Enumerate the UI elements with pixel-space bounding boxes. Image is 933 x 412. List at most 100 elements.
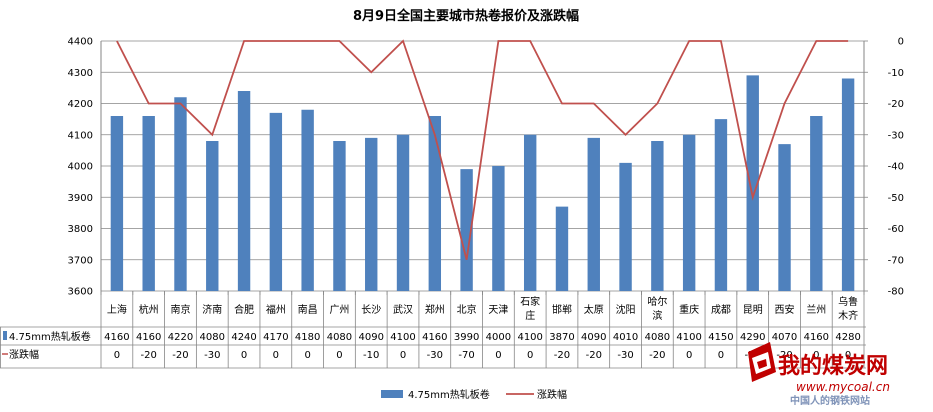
legend-bar-key: [381, 390, 403, 398]
right-axis-ticks: -80-70-60-50-40-30-20-100: [888, 37, 904, 298]
right-tick-label: -30: [888, 130, 904, 141]
bar: [142, 116, 154, 291]
bar: [333, 141, 345, 291]
table-cell-change: 0: [400, 350, 406, 361]
bar: [778, 144, 790, 291]
category-label: 哈尔: [647, 295, 667, 308]
right-tick-label: -50: [888, 193, 904, 204]
bar: [111, 116, 123, 291]
left-tick-label: 4300: [68, 68, 93, 79]
category-label: 昆明: [743, 304, 763, 316]
table-cell-change: -20: [172, 350, 188, 361]
line-path: [117, 41, 848, 260]
table-cell-change: -30: [617, 350, 633, 361]
legend-bar-label: 4.75mm热轧板卷: [408, 388, 490, 401]
bar: [238, 91, 250, 291]
table-cell-price: 4220: [168, 332, 193, 343]
left-tick-label: 3700: [68, 255, 93, 266]
left-tick-label: 3800: [68, 224, 93, 235]
coal-logo-icon: [748, 342, 776, 382]
table-cell-price: 4090: [581, 332, 606, 343]
bar: [619, 163, 631, 291]
category-label: 福州: [266, 303, 286, 316]
left-tick-label: 4000: [68, 162, 93, 173]
category-label: 杭州: [139, 303, 159, 316]
category-label: 太原: [584, 303, 604, 316]
category-label: 济南: [202, 303, 222, 316]
table-cell-price: 4240: [231, 332, 256, 343]
table-cell-price: 4070: [772, 332, 797, 343]
legend-line-label: 涨跌幅: [537, 388, 567, 401]
bar: [651, 141, 663, 291]
bar: [301, 110, 313, 291]
bar: [588, 138, 600, 291]
table-row-label-line: 涨跌幅: [9, 348, 39, 361]
category-label: 长沙: [361, 304, 381, 316]
category-label: 石家: [520, 295, 540, 308]
category-label: 沈阳: [616, 303, 636, 316]
table-cell-change: 0: [686, 350, 692, 361]
table-cell-change: 0: [273, 350, 279, 361]
category-label: 北京: [457, 303, 477, 316]
table-cell-change: -20: [649, 350, 665, 361]
bar: [397, 135, 409, 291]
table-cell-change: -30: [204, 350, 220, 361]
table-row-label-bar: 4.75mm热轧板卷: [9, 330, 91, 343]
table-cell-price: 4180: [295, 332, 320, 343]
watermark-title: 我的煤炭网: [778, 353, 888, 379]
table-cell-change: -20: [586, 350, 602, 361]
table-cell-price: 4090: [359, 332, 384, 343]
bar: [365, 138, 377, 291]
watermark-url: www.mycoal.cn: [796, 380, 890, 394]
category-label: 武汉: [393, 303, 413, 316]
table-cell-change: -70: [458, 350, 474, 361]
table-cell-price: 4010: [613, 332, 638, 343]
bar: [206, 141, 218, 291]
right-tick-label: 0: [898, 37, 904, 48]
bar: [715, 119, 727, 291]
table-cell-change: 0: [718, 350, 724, 361]
table-cell-change: 0: [336, 350, 342, 361]
table-cell-change: 0: [241, 350, 247, 361]
category-label: 南京: [170, 303, 190, 316]
bar: [270, 113, 282, 291]
chart-title: 8月9日全国主要城市热卷报价及涨跌幅: [353, 8, 579, 24]
bar: [429, 116, 441, 291]
right-tick-label: -60: [888, 224, 904, 235]
bar: [810, 116, 822, 291]
bar: [492, 166, 504, 291]
category-label: 邯郸: [552, 303, 572, 316]
bar: [683, 135, 695, 291]
line-series: [117, 41, 848, 260]
left-tick-label: 3600: [68, 287, 93, 298]
table-cell-price: 4080: [327, 332, 352, 343]
category-label: 广州: [329, 304, 349, 316]
right-tick-label: -40: [888, 162, 904, 173]
category-label: 西安: [775, 303, 795, 316]
bar: [556, 207, 568, 291]
table-cell-change: -30: [427, 350, 443, 361]
table-cell-price: 4290: [740, 332, 765, 343]
table-cell-price: 3990: [454, 332, 479, 343]
table-cell-change: -20: [554, 350, 570, 361]
table-cell-price: 4160: [104, 332, 129, 343]
category-label: 滨: [652, 309, 662, 322]
category-label: 兰州: [806, 303, 826, 316]
table-cell-price: 4170: [263, 332, 288, 343]
category-label: 天津: [488, 304, 508, 316]
bar: [174, 97, 186, 291]
bar: [524, 135, 536, 291]
left-tick-label: 4200: [68, 99, 93, 110]
category-label: 郑州: [425, 303, 445, 316]
watermark-sub: 中国人的钢铁网站: [790, 394, 870, 407]
table-cell-price: 4160: [804, 332, 829, 343]
category-label: 上海: [107, 303, 127, 316]
table-cell-price: 4100: [517, 332, 542, 343]
category-label: 木齐: [838, 309, 858, 322]
table-cell-change: -10: [363, 350, 379, 361]
left-tick-label: 4400: [68, 37, 93, 48]
table-cell-change: -20: [141, 350, 157, 361]
category-label: 合肥: [234, 303, 254, 316]
